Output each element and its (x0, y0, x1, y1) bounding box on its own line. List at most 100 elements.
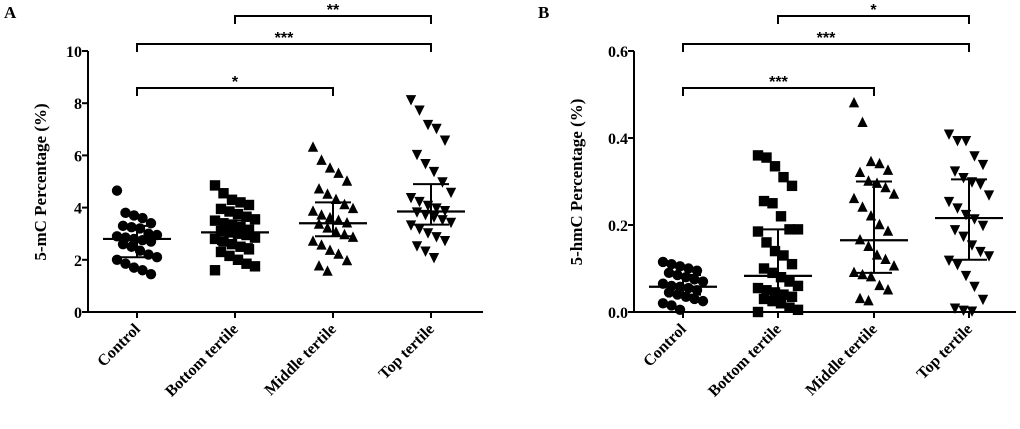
data-point-control (657, 256, 669, 268)
data-point-top-tertile (977, 220, 989, 232)
data-point-top-tertile (952, 203, 963, 214)
data-point-middle-tertile (880, 253, 891, 264)
data-point-middle-tertile (341, 254, 353, 266)
data-point-top-tertile (983, 251, 995, 262)
data-point-bottom-tertile (209, 215, 221, 226)
data-point-middle-tertile (882, 164, 894, 175)
data-point-top-tertile (969, 281, 980, 293)
data-point-bottom-tertile (752, 282, 764, 294)
data-point-control (126, 241, 137, 252)
data-point-bottom-tertile (784, 302, 795, 313)
data-point-middle-tertile (848, 266, 860, 278)
data-point-bottom-tertile (243, 199, 255, 211)
x-tick-label: Middle tertile (262, 321, 340, 399)
data-point-top-tertile (977, 294, 989, 306)
data-point-control (657, 298, 669, 309)
data-point-middle-tertile (848, 97, 860, 108)
data-point-bottom-tertile (778, 289, 789, 300)
significance-bracket (682, 43, 970, 52)
data-point-bottom-tertile (786, 258, 798, 270)
data-point-top-tertile (431, 232, 442, 243)
data-point-bottom-tertile (209, 265, 221, 276)
data-point-middle-tertile (865, 271, 877, 282)
data-point-bottom-tertile (241, 211, 252, 222)
data-point-bottom-tertile (249, 261, 261, 272)
significance-bracket (777, 15, 970, 24)
data-point-top-tertile (439, 135, 451, 146)
data-point-bottom-tertile (232, 228, 244, 239)
data-point-bottom-tertile (752, 306, 764, 318)
data-point-middle-tertile (333, 248, 344, 259)
data-point-middle-tertile (333, 167, 344, 178)
data-point-top-tertile (420, 159, 431, 170)
data-point-bottom-tertile (792, 224, 804, 235)
data-point-control (666, 300, 677, 311)
panel-letter: B (538, 3, 549, 22)
data-point-bottom-tertile (758, 263, 770, 274)
data-point-top-tertile (411, 241, 423, 252)
data-point-middle-tertile (316, 154, 327, 165)
data-point-control (120, 258, 131, 269)
data-point-top-tertile (943, 129, 955, 140)
data-point-bottom-tertile (752, 150, 764, 161)
data-point-top-tertile (958, 172, 969, 184)
panel-letter: A (4, 3, 17, 22)
data-point-middle-tertile (307, 235, 319, 246)
data-point-bottom-tertile (769, 245, 781, 257)
x-tick-label: Bottom tertile (162, 321, 242, 401)
data-point-top-tertile (943, 196, 955, 208)
data-point-top-tertile (445, 187, 457, 199)
data-point-top-tertile (414, 196, 425, 208)
data-point-bottom-tertile (775, 211, 787, 222)
data-point-bottom-tertile (778, 250, 789, 261)
data-point-bottom-tertile (218, 218, 229, 229)
data-point-top-tertile (445, 217, 457, 229)
data-point-middle-tertile (880, 181, 891, 193)
data-point-top-tertile (966, 306, 978, 317)
data-point-bottom-tertile (767, 198, 778, 209)
data-point-control (151, 251, 163, 263)
data-point-bottom-tertile (243, 244, 255, 255)
data-point-middle-tertile (347, 231, 359, 242)
x-tick-label: Control (640, 320, 690, 370)
data-point-middle-tertile (874, 279, 885, 291)
data-point-control (689, 274, 700, 285)
data-point-top-tertile (952, 259, 963, 271)
data-point-bottom-tertile (232, 208, 244, 220)
data-point-bottom-tertile (209, 233, 221, 245)
data-point-control (137, 235, 148, 246)
data-point-middle-tertile (330, 193, 342, 204)
data-point-middle-tertile (865, 155, 877, 167)
data-point-top-tertile (960, 135, 972, 147)
y-tick-label: 0.6 (608, 44, 628, 61)
data-point-top-tertile (411, 149, 423, 161)
data-point-top-tertile (420, 246, 431, 257)
data-point-control (683, 263, 694, 274)
data-point-middle-tertile (848, 192, 860, 204)
y-axis-label: 5-mC Percentage (%) (31, 103, 50, 260)
data-point-bottom-tertile (778, 171, 789, 183)
data-point-control (691, 265, 703, 276)
data-point-middle-tertile (341, 175, 353, 186)
significance-bracket (136, 43, 432, 52)
data-point-middle-tertile (882, 225, 894, 236)
data-point-bottom-tertile (761, 152, 772, 163)
data-point-middle-tertile (324, 162, 336, 173)
data-point-bottom-tertile (243, 224, 255, 235)
data-point-control (145, 268, 157, 280)
data-point-top-tertile (414, 105, 425, 116)
data-point-middle-tertile (857, 268, 868, 280)
data-point-bottom-tertile (769, 287, 781, 298)
data-point-bottom-tertile (767, 267, 778, 279)
data-point-bottom-tertile (235, 197, 246, 208)
data-point-top-tertile (949, 166, 961, 177)
data-point-middle-tertile (888, 260, 900, 271)
data-point-top-tertile (969, 214, 980, 225)
data-point-top-tertile (405, 192, 417, 204)
data-point-control (111, 185, 123, 196)
data-point-middle-tertile (863, 294, 874, 306)
data-point-middle-tertile (874, 157, 885, 169)
data-point-middle-tertile (339, 198, 350, 210)
y-tick-label: 0.4 (608, 131, 628, 148)
